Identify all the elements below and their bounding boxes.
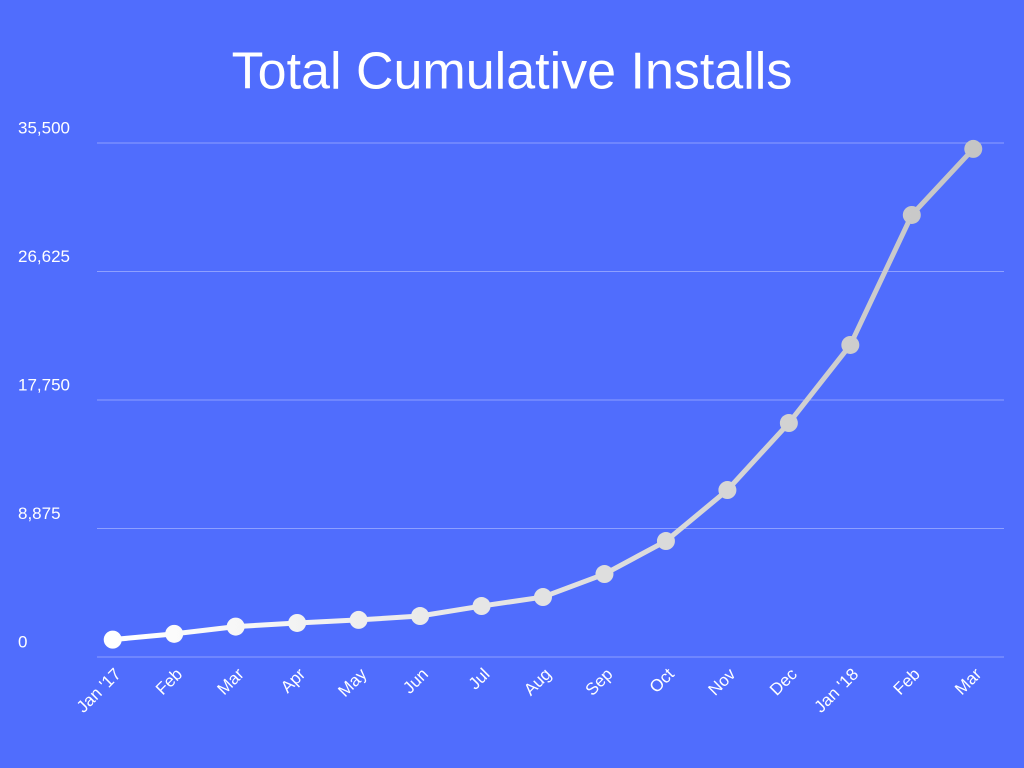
data-point: [534, 588, 552, 607]
data-point: [779, 414, 798, 433]
y-tick-label: 0: [18, 632, 27, 651]
x-tick-label: Nov: [705, 664, 740, 699]
x-tick-label: Aug: [520, 665, 555, 700]
y-tick-label: 17,750: [18, 375, 70, 394]
x-tick-label: Feb: [890, 665, 924, 699]
x-tick-label: Jul: [465, 665, 494, 694]
y-tick-label: 8,875: [18, 504, 61, 523]
x-tick-label: Jan '18: [811, 665, 863, 717]
data-line: [112, 147, 976, 643]
data-point: [841, 335, 860, 354]
x-tick-label: Apr: [277, 664, 309, 696]
data-point: [165, 624, 184, 643]
data-point: [595, 565, 614, 584]
data-point: [718, 481, 737, 500]
x-tick-label: Dec: [766, 664, 801, 699]
data-point: [656, 532, 675, 551]
x-tick-label: Oct: [646, 664, 678, 696]
x-tick-label: May: [334, 664, 370, 700]
data-point: [103, 630, 122, 649]
data-point: [349, 610, 368, 629]
data-point: [902, 205, 921, 224]
data-point: [964, 139, 983, 158]
x-tick-label: Jan '17: [73, 665, 125, 717]
x-tick-label: Mar: [951, 664, 985, 698]
y-tick-label: 26,625: [18, 247, 70, 266]
data-point: [411, 607, 430, 626]
x-tick-label: Sep: [582, 665, 617, 700]
y-tick-label: 35,500: [18, 118, 70, 137]
x-tick-label: Feb: [152, 665, 186, 699]
data-point: [472, 597, 491, 616]
x-tick-label: Mar: [214, 664, 248, 698]
x-tick-label: Jun: [399, 665, 432, 698]
chart-title: Total Cumulative Installs: [232, 43, 793, 101]
data-point: [288, 613, 307, 632]
data-point: [226, 617, 245, 636]
